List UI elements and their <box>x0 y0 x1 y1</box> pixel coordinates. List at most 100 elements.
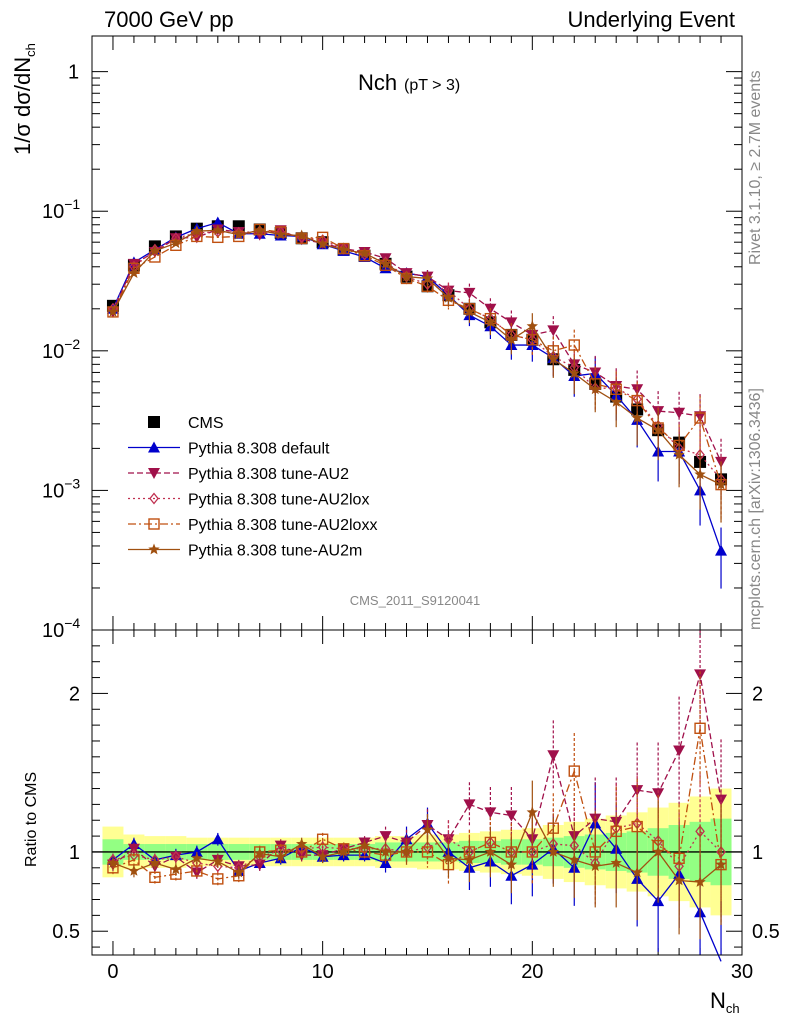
data-point <box>694 412 706 424</box>
ratio-data-point <box>191 852 203 864</box>
main-frame <box>91 35 743 631</box>
ratio-data-point <box>715 858 727 870</box>
main-series-group <box>106 216 728 589</box>
ratio-series-line <box>112 728 722 880</box>
ratio-y-tick-label-right: 0.5 <box>752 921 780 943</box>
main-y-axis-label-sub: ch <box>23 43 38 57</box>
main-series-5 <box>107 224 727 523</box>
ratio-data-point <box>316 833 329 845</box>
x-tick-label: 30 <box>731 961 753 983</box>
chart-title-cut: (pT > 3) <box>404 77 460 94</box>
chart-title: Nch <box>358 70 397 95</box>
ratio-data-point <box>171 850 181 863</box>
main-y-tick-label: 10−1 <box>42 196 80 223</box>
ratio-data-point <box>652 788 665 800</box>
ratio-data-point <box>610 857 622 868</box>
main-y-tick-label: 10−2 <box>42 336 80 363</box>
data-point <box>107 305 119 317</box>
data-point <box>421 272 434 284</box>
data-point <box>379 257 392 269</box>
main-y-tick-base: 10 <box>42 620 64 642</box>
data-point <box>505 317 518 329</box>
ratio-data-point <box>505 858 518 870</box>
data-point <box>128 267 140 278</box>
legend-marker <box>148 518 160 530</box>
legend-marker <box>149 492 159 505</box>
ratio-data-point <box>212 873 224 885</box>
main-series-2 <box>106 224 728 500</box>
data-point <box>337 243 350 255</box>
main-y-tick-exp: −3 <box>64 475 80 491</box>
ratio-data-point <box>526 846 539 858</box>
data-point <box>568 367 580 379</box>
ratio-y-tick-label-left: 0.5 <box>52 921 80 943</box>
ratio-y-tick-label-left: 1 <box>69 842 80 864</box>
main-y-tick-base: 1 <box>68 62 79 84</box>
data-point <box>191 225 203 236</box>
ratio-series-4 <box>107 780 727 940</box>
ratio-data-point <box>128 865 140 876</box>
data-point <box>442 291 455 303</box>
analysis-tag: CMS_2011_S9120041 <box>350 593 481 608</box>
ratio-series-line <box>112 674 722 874</box>
ratio-data-point <box>694 876 706 887</box>
ratio-data-point <box>253 859 266 871</box>
ratio-data-point <box>673 745 686 757</box>
ratio-series-group <box>106 630 728 962</box>
ratio-data-point <box>191 865 203 877</box>
rivet-label: Rivet 3.1.10, ≥ 2.7M events <box>747 70 764 265</box>
ratio-data-point <box>421 846 434 858</box>
ratio-data-point <box>190 867 203 879</box>
data-point <box>547 325 560 337</box>
data-point <box>484 316 497 328</box>
ratio-data-point <box>379 846 392 857</box>
ratio-data-point <box>652 846 664 857</box>
ratio-data-point <box>715 794 728 806</box>
ratio-data-point <box>589 813 602 825</box>
data-point <box>400 270 413 282</box>
ratio-data-point <box>484 807 497 819</box>
legend-label: Pythia 8.308 tune-AU2m <box>188 543 362 560</box>
data-point <box>296 229 308 241</box>
header-right: Underlying Event <box>567 7 735 32</box>
legend-label: Pythia 8.308 tune-AU2lox <box>188 492 369 509</box>
ratio-data-point <box>275 850 287 862</box>
data-point <box>358 247 371 259</box>
legend-label: Pythia 8.308 tune-AU2loxx <box>188 517 377 534</box>
ratio-data-point <box>589 860 601 872</box>
main-y-tick-exp: −2 <box>64 336 80 352</box>
data-point <box>631 412 643 423</box>
ratio-data-point <box>526 806 538 818</box>
ratio-frame <box>91 629 743 956</box>
ratio-data-point <box>254 847 266 859</box>
data-point <box>673 448 685 460</box>
ratio-data-point <box>568 853 580 865</box>
legend-marker <box>148 543 160 555</box>
ratio-data-point <box>358 839 371 851</box>
legend-label: CMS <box>188 415 224 432</box>
ratio-data-point <box>149 857 161 868</box>
ratio-data-point <box>212 855 224 867</box>
ratio-y-tick-label-right: 1 <box>752 842 763 864</box>
data-point <box>673 407 686 419</box>
legend: CMS Pythia 8.308 default Pythia 8.308 tune… <box>128 415 377 560</box>
ratio-data-point <box>233 866 245 878</box>
x-tick-label: 10 <box>312 961 334 983</box>
ratio-y-tick-label-left: 2 <box>69 683 80 705</box>
ratio-data-point <box>170 863 182 875</box>
ratio-data-point <box>107 857 119 868</box>
data-point <box>547 353 559 365</box>
ratio-data-point <box>631 866 643 878</box>
data-point <box>715 478 727 490</box>
series-line <box>112 228 722 485</box>
data-point <box>526 320 538 332</box>
data-point <box>610 396 622 407</box>
main-y-tick-label: 1 <box>68 62 79 84</box>
ratio-data-point <box>400 846 413 857</box>
ratio-data-point <box>379 831 392 843</box>
ratio-data-point <box>463 853 476 865</box>
legend-marker <box>148 441 160 453</box>
series-line <box>112 230 722 480</box>
data-point <box>589 383 601 395</box>
